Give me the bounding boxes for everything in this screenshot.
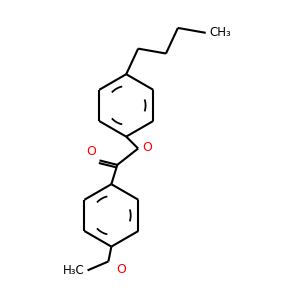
Text: CH₃: CH₃ (209, 26, 231, 39)
Text: O: O (116, 263, 126, 276)
Text: H₃C: H₃C (63, 264, 85, 277)
Text: O: O (142, 140, 152, 154)
Text: O: O (86, 145, 96, 158)
